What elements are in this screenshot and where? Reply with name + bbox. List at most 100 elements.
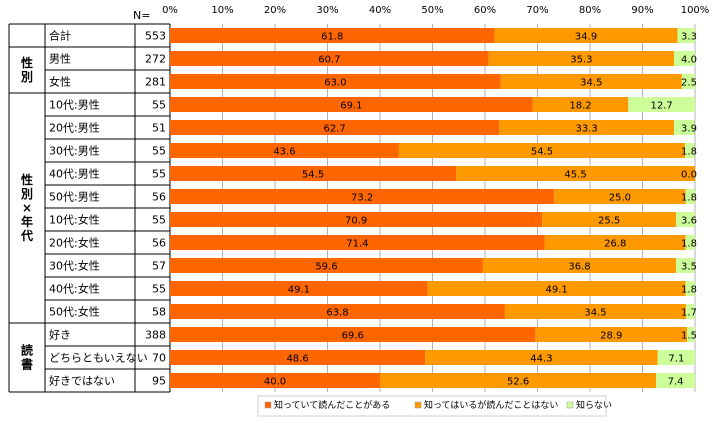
n-value: 272 — [145, 53, 166, 66]
bar-segment — [554, 189, 686, 204]
category-label: 40代:男性 — [49, 167, 100, 181]
data-label: 40.0 — [264, 377, 286, 388]
n-value: 55 — [152, 145, 166, 158]
data-label: 2.5 — [681, 78, 697, 89]
data-label: 1.8 — [681, 239, 697, 250]
n-value: 281 — [145, 76, 166, 89]
bar-segment — [170, 143, 399, 158]
data-label: 3.5 — [681, 262, 697, 273]
x-tick-label: 100% — [681, 5, 710, 16]
category-label: どちらともいえない — [49, 352, 148, 365]
bar-segment — [685, 281, 695, 296]
bar-segment — [676, 258, 695, 273]
category-label: 好きではない — [49, 374, 115, 388]
category-label: 50代:男性 — [49, 190, 100, 204]
data-label: 63.0 — [324, 78, 346, 89]
data-label: 1.8 — [681, 193, 697, 204]
bar-segment — [170, 281, 428, 296]
data-label: 1.8 — [681, 285, 697, 296]
bar-segment — [685, 189, 695, 204]
bar-segment — [542, 212, 677, 227]
bar-segment — [170, 120, 500, 135]
data-label: 12.7 — [651, 101, 673, 112]
bar-segment — [398, 143, 686, 158]
data-label: 63.8 — [326, 308, 348, 319]
x-tick-label: 30% — [316, 5, 338, 16]
group-label: 性別 — [20, 55, 33, 84]
n-value: 58 — [152, 306, 166, 319]
category-label: 男性 — [49, 52, 71, 66]
n-value: 55 — [152, 168, 166, 181]
category-label: 30代:男性 — [49, 144, 100, 158]
bar-segment — [532, 97, 629, 112]
legend-label: 知ってはいるが読んだことはない — [424, 399, 558, 411]
x-tick-label: 80% — [579, 5, 601, 16]
legend-box — [257, 395, 607, 417]
data-label: 33.3 — [575, 124, 597, 135]
data-label: 59.6 — [315, 262, 337, 273]
n-value: 57 — [152, 260, 166, 273]
x-tick-label: 60% — [474, 5, 496, 16]
data-label: 26.8 — [604, 239, 626, 250]
data-label: 52.6 — [507, 377, 529, 388]
bar-segment — [425, 350, 658, 365]
bar-segment — [170, 373, 380, 388]
bar-segment — [170, 350, 426, 365]
legend-swatch — [414, 401, 422, 409]
x-tick-label: 50% — [421, 5, 443, 16]
data-label: 18.2 — [569, 101, 591, 112]
bar-segment — [685, 235, 695, 250]
x-tick-label: 90% — [631, 5, 653, 16]
bar-segment — [657, 350, 695, 365]
data-label: 28.9 — [600, 331, 622, 342]
legend-swatch — [566, 401, 574, 409]
data-label: 48.6 — [286, 354, 308, 365]
x-tick-label: 20% — [264, 5, 286, 16]
bar-segment — [504, 304, 687, 319]
data-label: 54.5 — [302, 170, 324, 181]
category-label: 20代:男性 — [49, 121, 100, 135]
bar-segment — [170, 235, 545, 250]
n-value: 55 — [152, 99, 166, 112]
data-label: 7.4 — [668, 377, 684, 388]
category-label: 50代:女性 — [49, 305, 100, 319]
bar-segment — [170, 258, 483, 273]
n-header: N= — [133, 9, 150, 22]
n-value: 51 — [152, 122, 166, 135]
bar-segment — [427, 281, 686, 296]
bar-segment — [494, 28, 678, 43]
category-label: 合計 — [49, 29, 71, 43]
group-label: 読書 — [21, 343, 33, 372]
bar-segment — [380, 373, 657, 388]
bar-segment — [674, 51, 695, 66]
bar-segment — [170, 212, 543, 227]
bar-segment — [656, 373, 695, 388]
data-label: 35.3 — [570, 55, 592, 66]
bar-segment — [499, 120, 674, 135]
category-label: 女性 — [49, 75, 71, 89]
data-label: 3.6 — [681, 216, 697, 227]
bar-segment — [170, 97, 533, 112]
data-label: 43.6 — [273, 147, 295, 158]
bar-segment — [170, 189, 555, 204]
data-label: 34.5 — [584, 308, 606, 319]
bar-segment — [676, 212, 695, 227]
bar-segment — [170, 304, 505, 319]
data-label: 1.7 — [681, 308, 697, 319]
n-value: 70 — [152, 352, 166, 365]
data-label: 69.6 — [342, 331, 364, 342]
legend-label: 知らない — [576, 399, 612, 411]
bar-segment — [500, 74, 682, 89]
bar-segment — [674, 120, 695, 135]
n-value: 553 — [145, 30, 166, 43]
n-value: 55 — [152, 283, 166, 296]
n-value: 55 — [152, 214, 166, 227]
bar-segment — [535, 327, 688, 342]
data-label: 49.1 — [288, 285, 310, 296]
bar-segment — [482, 258, 677, 273]
data-label: 45.5 — [564, 170, 586, 181]
data-label: 44.3 — [530, 354, 552, 365]
category-label: 10代:女性 — [49, 213, 100, 227]
data-label: 69.1 — [340, 101, 362, 112]
